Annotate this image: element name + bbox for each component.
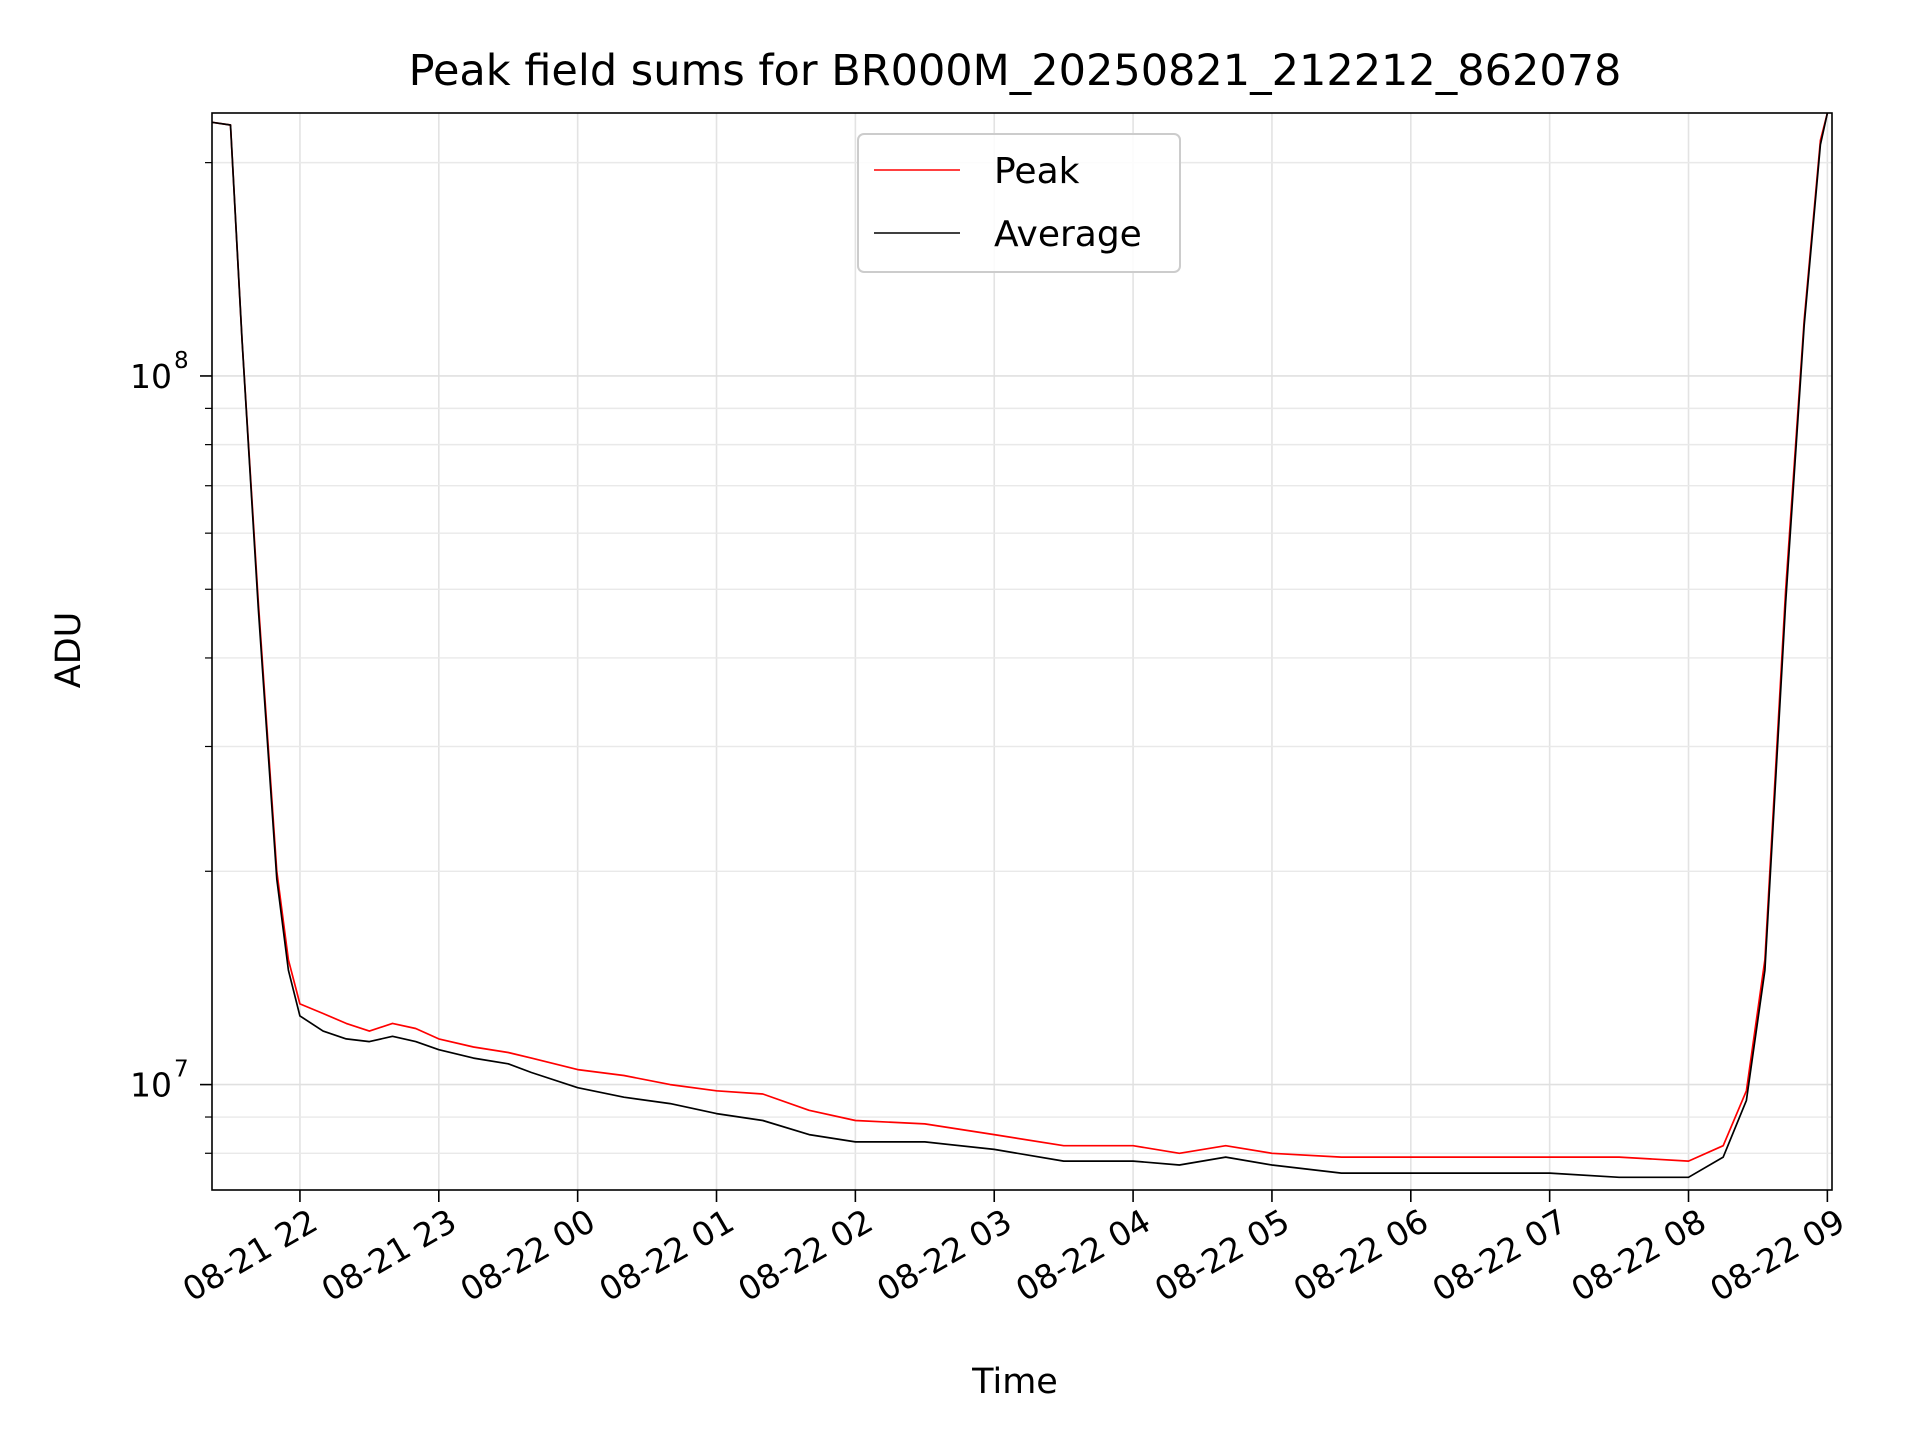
y-tick-label: 10 8 [130,348,189,396]
plot-series [212,113,1829,1179]
y-axis-label: ADU [49,612,89,689]
legend-label-peak: Peak [994,151,1080,192]
series-line-average [212,113,1829,1179]
legend-label-average: Average [994,214,1142,255]
y-tick-label-exponent: 8 [174,348,189,374]
y-tick-label-base: 10 [130,357,172,396]
series-line-peak [212,113,1829,1162]
plot-frame [211,112,1833,1191]
x-axis-label: Time [971,1362,1058,1402]
legend-box [857,133,1181,273]
y-tick-label-exponent: 7 [174,1057,189,1083]
y-tick-label: 10 7 [130,1057,189,1105]
grid [212,113,1832,1190]
chart-title: Peak field sums for BR000M_20250821_2122… [409,46,1622,96]
legend: Peak Average [857,133,1181,273]
y-tick-label-base: 10 [130,1066,172,1105]
